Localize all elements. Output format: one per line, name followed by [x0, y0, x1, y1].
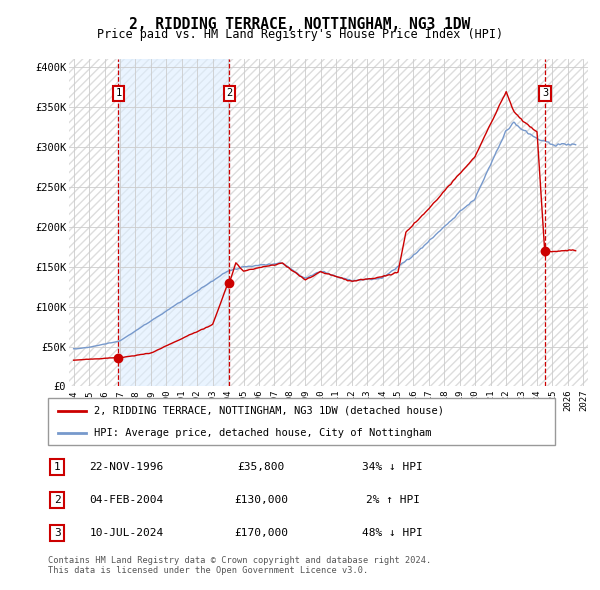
Text: 1: 1: [54, 462, 61, 472]
Text: HPI: Average price, detached house, City of Nottingham: HPI: Average price, detached house, City…: [94, 428, 431, 438]
Text: 2, RIDDING TERRACE, NOTTINGHAM, NG3 1DW: 2, RIDDING TERRACE, NOTTINGHAM, NG3 1DW: [130, 17, 470, 31]
Text: £130,000: £130,000: [234, 495, 288, 505]
Text: 34% ↓ HPI: 34% ↓ HPI: [362, 462, 423, 472]
Text: 3: 3: [542, 88, 548, 99]
Text: 10-JUL-2024: 10-JUL-2024: [89, 528, 164, 538]
Text: This data is licensed under the Open Government Licence v3.0.: This data is licensed under the Open Gov…: [48, 566, 368, 575]
Bar: [118, 59, 229, 386]
Text: £170,000: £170,000: [234, 528, 288, 538]
Text: 48% ↓ HPI: 48% ↓ HPI: [362, 528, 423, 538]
Text: 1: 1: [115, 88, 122, 99]
Text: 2% ↑ HPI: 2% ↑ HPI: [366, 495, 420, 505]
Text: 04-FEB-2004: 04-FEB-2004: [89, 495, 164, 505]
Text: Price paid vs. HM Land Registry's House Price Index (HPI): Price paid vs. HM Land Registry's House …: [97, 28, 503, 41]
Text: 22-NOV-1996: 22-NOV-1996: [89, 462, 164, 472]
Text: 3: 3: [54, 528, 61, 538]
Text: 2: 2: [54, 495, 61, 505]
Text: Contains HM Land Registry data © Crown copyright and database right 2024.: Contains HM Land Registry data © Crown c…: [48, 556, 431, 565]
FancyBboxPatch shape: [48, 398, 555, 445]
Text: 2, RIDDING TERRACE, NOTTINGHAM, NG3 1DW (detached house): 2, RIDDING TERRACE, NOTTINGHAM, NG3 1DW …: [94, 406, 443, 416]
Text: £35,800: £35,800: [238, 462, 284, 472]
Text: 2: 2: [226, 88, 233, 99]
